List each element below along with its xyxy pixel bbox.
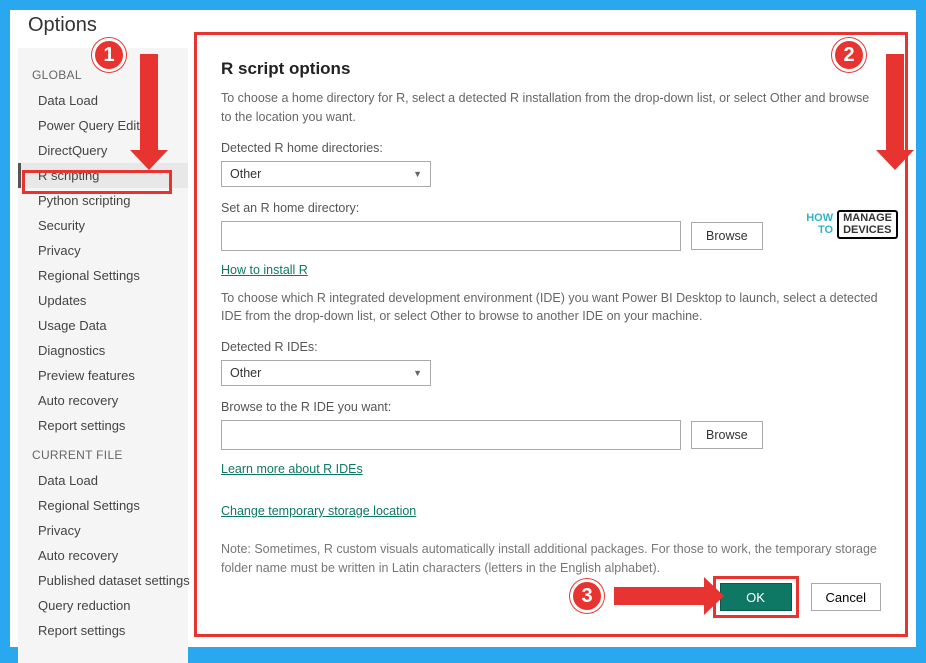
sidebar-item-report-settings[interactable]: Report settings: [18, 618, 188, 643]
watermark-logo: HOW TO MANAGE DEVICES: [806, 210, 898, 239]
sidebar-item-regional-settings[interactable]: Regional Settings: [18, 493, 188, 518]
select-ide-value: Other: [230, 366, 261, 380]
ok-button-highlight: OK: [713, 576, 799, 618]
callout-2: 2: [832, 38, 866, 72]
sidebar-item-regional-settings[interactable]: Regional Settings: [18, 263, 188, 288]
dialog-title: Options: [28, 14, 97, 37]
input-home-dir[interactable]: [221, 221, 681, 251]
sidebar-item-auto-recovery[interactable]: Auto recovery: [18, 388, 188, 413]
sidebar-item-security[interactable]: Security: [18, 213, 188, 238]
label-browse-ide: Browse to the R IDE you want:: [221, 400, 881, 414]
browse-ide-button[interactable]: Browse: [691, 421, 763, 449]
options-sidebar: GLOBALData LoadPower Query EditorDirectQ…: [18, 48, 188, 663]
chevron-down-icon: ▼: [413, 169, 422, 179]
sidebar-item-diagnostics[interactable]: Diagnostics: [18, 338, 188, 363]
sidebar-item-query-reduction[interactable]: Query reduction: [18, 593, 188, 618]
browse-home-button[interactable]: Browse: [691, 222, 763, 250]
select-home-dir[interactable]: Other ▼: [221, 161, 431, 187]
link-change-storage[interactable]: Change temporary storage location: [221, 504, 416, 518]
chevron-down-icon: ▼: [413, 368, 422, 378]
sidebar-item-privacy[interactable]: Privacy: [18, 518, 188, 543]
sidebar-item-data-load[interactable]: Data Load: [18, 88, 188, 113]
callout-3: 3: [570, 579, 604, 613]
sidebar-item-auto-recovery[interactable]: Auto recovery: [18, 543, 188, 568]
select-home-dir-value: Other: [230, 167, 261, 181]
sidebar-item-published-dataset-settings[interactable]: Published dataset settings: [18, 568, 188, 593]
input-ide-path[interactable]: [221, 420, 681, 450]
select-ide[interactable]: Other ▼: [221, 360, 431, 386]
panel-title: R script options: [221, 59, 881, 79]
label-home-dirs: Detected R home directories:: [221, 141, 881, 155]
cancel-button[interactable]: Cancel: [811, 583, 881, 611]
link-learn-r-ides[interactable]: Learn more about R IDEs: [221, 462, 363, 476]
sidebar-item-usage-data[interactable]: Usage Data: [18, 313, 188, 338]
sidebar-item-privacy[interactable]: Privacy: [18, 238, 188, 263]
sidebar-item-updates[interactable]: Updates: [18, 288, 188, 313]
main-panel-red-frame: R script options To choose a home direct…: [194, 32, 908, 637]
dialog-window: Options GLOBALData LoadPower Query Edito…: [10, 10, 916, 647]
home-desc: To choose a home directory for R, select…: [221, 89, 881, 127]
callout-1: 1: [92, 38, 126, 72]
storage-note: Note: Sometimes, R custom visuals automa…: [221, 540, 881, 578]
label-set-home: Set an R home directory:: [221, 201, 881, 215]
arrow-3-right: [614, 587, 706, 605]
arrow-1-down: [140, 54, 158, 152]
label-ides: Detected R IDEs:: [221, 340, 881, 354]
sidebar-item-preview-features[interactable]: Preview features: [18, 363, 188, 388]
arrow-2-down: [886, 54, 904, 152]
sidebar-item-report-settings[interactable]: Report settings: [18, 413, 188, 438]
ok-button[interactable]: OK: [720, 583, 792, 611]
highlight-r-scripting: [22, 170, 172, 194]
link-how-to-install-r[interactable]: How to install R: [221, 263, 308, 277]
ide-desc: To choose which R integrated development…: [221, 289, 881, 327]
sidebar-section-header: CURRENT FILE: [18, 438, 188, 468]
sidebar-item-data-load[interactable]: Data Load: [18, 468, 188, 493]
sidebar-item-power-query-editor[interactable]: Power Query Editor: [18, 113, 188, 138]
dialog-footer: OK Cancel: [713, 576, 881, 618]
